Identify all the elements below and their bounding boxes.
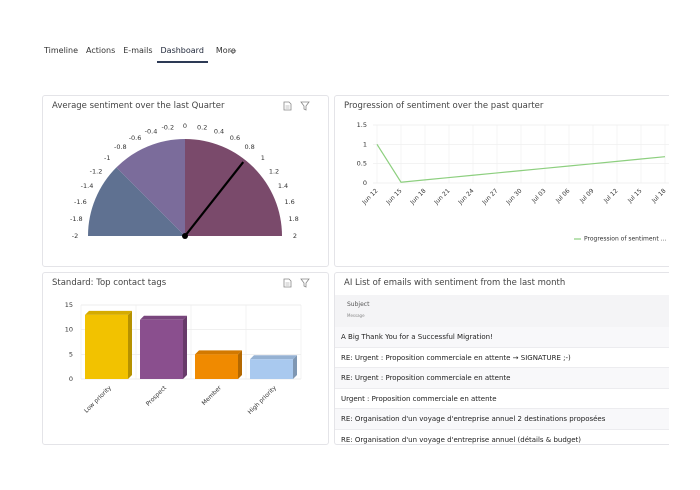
- tab[interactable]: More: [215, 46, 236, 55]
- panel-icons: [283, 101, 310, 111]
- column-subtitle: Message: [347, 313, 365, 318]
- panel-icons: [283, 278, 310, 288]
- column-title: Subject: [347, 301, 370, 308]
- panel: AI List of emails with sentiment from th…: [334, 272, 669, 445]
- x-tick-label: Jun 15: [384, 187, 403, 206]
- x-tick-label: Member: [201, 384, 224, 407]
- bar-top: [195, 350, 242, 355]
- bar: [140, 319, 183, 379]
- bar: [250, 359, 293, 379]
- gauge-tick-label: -2: [72, 232, 78, 240]
- y-tick-label: 15: [65, 301, 73, 309]
- x-tick-label: High priority: [247, 384, 279, 416]
- gauge-tick-label: -0.6: [129, 134, 142, 142]
- gauge-tick-label: 1.8: [288, 215, 298, 223]
- tab[interactable]: E-mails: [123, 46, 153, 55]
- email-table: Subject Message A Big Thank You for a Su…: [335, 295, 669, 445]
- panel: Standard: Top contact tags 0 5 10 15 Low pri…: [42, 272, 329, 445]
- y-tick-label: 0.5: [357, 160, 367, 168]
- table-header: Subject Message: [335, 295, 669, 327]
- x-tick-label: Jun 24: [456, 187, 475, 206]
- x-tick-label: Jul 09: [578, 187, 596, 205]
- x-tick-label: Jun 12: [360, 187, 379, 206]
- x-tick-label: Jul 15: [626, 187, 644, 205]
- gauge-tick-label: 2: [293, 232, 297, 240]
- x-tick-label: Jul 06: [554, 187, 572, 205]
- panel-title: AI List of emails with sentiment from th…: [344, 278, 566, 288]
- gauge-band: [116, 139, 185, 236]
- bar-side: [128, 310, 132, 379]
- gauge-tick-label: 0.4: [214, 127, 224, 135]
- tab[interactable]: Dashboard: [156, 44, 208, 63]
- bar: [85, 314, 128, 379]
- gauge-tick-label: -1.2: [90, 167, 103, 175]
- bar-top: [140, 315, 187, 320]
- tab[interactable]: Actions: [86, 46, 116, 55]
- x-tick-label: Prospect: [145, 384, 169, 408]
- gauge-band: [185, 139, 282, 236]
- table-row: RE: Organisation d'un voyage d'entrepris…: [335, 430, 669, 445]
- gauge-tick-label: -1.6: [74, 198, 87, 206]
- panel-title: Average sentiment over the last Quarter: [52, 101, 225, 111]
- gauge-tick-label: 0: [183, 122, 187, 130]
- line-series: [376, 144, 666, 183]
- gauge-tick-label: 0.8: [244, 143, 254, 151]
- x-tick-label: Jun 18: [408, 187, 427, 206]
- x-tick-label: Low priority: [83, 384, 113, 414]
- y-tick-label: 10: [65, 326, 73, 334]
- gauge-tick-label: 1.6: [284, 198, 294, 206]
- table-row: A Big Thank You for a Successful Migrati…: [335, 327, 669, 348]
- y-tick-label: 5: [69, 350, 73, 358]
- needle-hub: [182, 233, 188, 239]
- x-tick-label: Jun 27: [480, 187, 499, 206]
- y-tick-label: 0: [363, 179, 367, 187]
- gauge-tick-label: 0.6: [230, 134, 240, 142]
- gauge-tick-label: 1.4: [278, 182, 288, 190]
- table-row: RE: Urgent : Proposition commerciale en …: [335, 368, 669, 389]
- tab-bar: Timeline Actions E-mails Dashboard More: [44, 44, 240, 63]
- gauge-tick-label: -0.4: [145, 127, 158, 135]
- table-body: A Big Thank You for a Successful Migrati…: [335, 327, 669, 445]
- y-tick-label: 1: [363, 140, 367, 148]
- gauge-tick-label: -1: [104, 154, 110, 162]
- gauge-tick-label: -0.2: [161, 123, 174, 131]
- table-row: RE: Organisation d'un voyage d'entrepris…: [335, 409, 669, 430]
- bar-top: [85, 310, 132, 315]
- bar-top: [250, 355, 297, 360]
- legend-label: Progression of sentiment ...: [584, 236, 666, 243]
- bar-chart: 0 5 10 15 Low priority Prospect Member High pri…: [65, 301, 302, 416]
- gauge-band: [88, 167, 185, 236]
- chevron: [229, 50, 237, 55]
- gauge-tick-label: 1.2: [269, 167, 279, 175]
- panel-title: Standard: Top contact tags: [52, 278, 167, 288]
- bar: [195, 354, 238, 379]
- table-row: RE: Urgent : Proposition commerciale en …: [335, 348, 669, 368]
- bar-side: [238, 350, 242, 379]
- x-tick-label: Jul 18: [650, 187, 668, 205]
- panel: Average sentiment over the last Quarter …: [42, 95, 329, 267]
- x-tick-label: Jul 12: [602, 187, 620, 205]
- x-tick-label: Jun 21: [432, 187, 451, 206]
- panel-title: Progression of sentiment over the past q…: [344, 101, 544, 111]
- line-chart: 0 0.5 1 1.5 Jun 12 Jun 15 Jun 18 Jun 21 Jun 24 Ju…: [357, 121, 669, 243]
- x-tick-label: Jun 30: [504, 187, 523, 206]
- gauge-tick-label: 1: [261, 154, 265, 162]
- gauge-needle: [184, 161, 245, 237]
- gauge-tick-label: -0.8: [114, 143, 127, 151]
- panel: Progression of sentiment over the past q…: [334, 95, 669, 267]
- gauge-tick-label: 0.2: [197, 123, 207, 131]
- y-tick-label: 1.5: [357, 121, 367, 129]
- tab[interactable]: Timeline: [44, 46, 79, 55]
- bar-side: [293, 355, 297, 379]
- y-tick-label: 0: [69, 375, 73, 383]
- bar-side: [183, 315, 187, 379]
- table-row: Urgent : Proposition commerciale en atte…: [335, 389, 669, 409]
- gauge-tick-label: -1.4: [81, 182, 94, 190]
- x-tick-label: Jul 03: [530, 187, 548, 205]
- gauge-chart: -2 -1.8 -1.6 -1.4 -1.2-1 -0.8-0.6-0.4-0.2 0 0.2…: [70, 122, 299, 240]
- gauge-tick-label: -1.8: [70, 215, 83, 223]
